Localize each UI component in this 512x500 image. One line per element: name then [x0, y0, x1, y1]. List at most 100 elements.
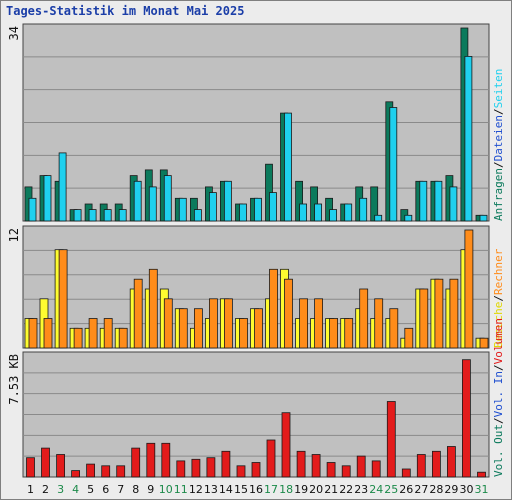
x-tick-label: 26: [399, 483, 413, 496]
rechner-bar-day-7: [118, 327, 128, 349]
rechner-bar-day-31: [479, 337, 489, 349]
legend-entry: Besuche: [492, 302, 505, 348]
x-tick-label: 2: [42, 483, 49, 496]
x-tick-label: 4: [72, 483, 79, 496]
x-tick-label: 15: [234, 483, 248, 496]
volumen-bar-day-28: [431, 450, 441, 478]
dateien-bar-day-10: [163, 175, 172, 222]
rechner-bar-day-26: [404, 327, 414, 349]
x-tick-label: 17: [264, 483, 278, 496]
legend-top: Anfragen/Dateien/Seiten: [492, 69, 505, 221]
legend-entry: Anfragen: [492, 168, 505, 221]
x-tick-label: 16: [249, 483, 263, 496]
dateien-bar-day-5: [88, 209, 97, 222]
volumen-bar-day-13: [206, 457, 216, 478]
dateien-bar-day-14: [223, 180, 232, 222]
dateien-bar-day-16: [254, 197, 262, 222]
rechner-bar-day-28: [434, 278, 444, 349]
x-tick-label: 8: [132, 483, 139, 496]
volumen-bar-day-8: [131, 447, 141, 478]
x-tick-label: 14: [219, 483, 233, 496]
dateien-bar-day-26: [404, 214, 413, 222]
x-tick-label: 20: [309, 483, 323, 496]
rechner-bar-day-4: [73, 327, 83, 349]
volumen-bar-day-23: [356, 455, 366, 478]
x-tick-label: 10: [159, 483, 173, 496]
page-title: Tages-Statistik im Monat Mai 2025: [6, 4, 245, 18]
x-tick-label: 24: [369, 483, 383, 496]
rechner-bar-day-10: [163, 298, 173, 349]
dateien-bar-day-20: [314, 203, 323, 222]
legend-entry: Vol. Out: [492, 424, 505, 477]
dateien-bar-day-22: [344, 203, 353, 222]
volumen-bar-day-27: [416, 454, 426, 478]
rechner-bar-day-16: [254, 308, 263, 349]
volumen-bar-day-6: [101, 465, 111, 478]
dateien-bar-day-2: [43, 175, 52, 222]
legend-separator: /: [492, 295, 505, 302]
legend-entry: Vol. In: [492, 371, 505, 417]
x-tick-label: 22: [339, 483, 353, 496]
dateien-bar-day-19: [299, 203, 308, 222]
volumen-bar-day-21: [326, 462, 336, 478]
volumen-bar-day-18: [281, 412, 291, 478]
rechner-bar-day-2: [43, 318, 53, 349]
legend-entry: Seiten: [492, 69, 505, 109]
dateien-bar-day-30: [464, 56, 473, 222]
volumen-bar-day-11: [176, 460, 186, 478]
rechner-bar-day-23: [359, 288, 369, 349]
x-tick-label: 1: [27, 483, 34, 496]
volumen-bar-day-16: [251, 462, 261, 478]
x-tick-label: 6: [102, 483, 109, 496]
volumen-bar-day-1: [26, 457, 35, 478]
x-tick-label: 11: [174, 483, 188, 496]
legend-separator: /: [492, 108, 505, 115]
dateien-bar-day-24: [374, 214, 383, 222]
rechner-bar-day-24: [374, 298, 384, 349]
dateien-bar-day-18: [284, 112, 292, 222]
rechner-bar-day-25: [389, 308, 399, 349]
x-tick-label: 18: [279, 483, 293, 496]
dateien-bar-day-13: [208, 192, 217, 222]
dateien-bar-day-23: [359, 197, 368, 222]
x-tick-label: 31: [475, 483, 489, 496]
dateien-bar-day-8: [133, 180, 142, 222]
legend-separator: /: [492, 417, 505, 424]
rechner-bar-day-8: [133, 278, 143, 349]
rechner-bar-day-15: [239, 318, 248, 349]
volumen-bar-day-12: [191, 458, 201, 478]
rechner-bar-day-29: [449, 278, 459, 349]
dateien-bar-day-25: [389, 107, 398, 222]
volumen-bar-day-5: [86, 463, 95, 478]
volumen-bar-day-31: [477, 471, 486, 478]
dateien-bar-day-1: [28, 197, 37, 222]
legend-entry: Volumen: [492, 318, 505, 364]
rechner-bar-day-30: [464, 229, 474, 349]
x-tick-label: 13: [204, 483, 218, 496]
x-tick-label: 5: [87, 483, 94, 496]
rechner-bar-day-14: [223, 298, 233, 349]
dateien-bar-day-7: [118, 209, 127, 222]
rechner-bar-day-3: [58, 249, 68, 349]
volumen-bar-day-2: [41, 447, 50, 478]
legend-entry: Rechner: [492, 248, 505, 295]
dateien-bar-day-9: [148, 186, 157, 222]
x-tick-label: 7: [117, 483, 124, 496]
volumen-bar-day-9: [146, 442, 156, 478]
volumen-bar-day-14: [221, 450, 231, 478]
volumen-bar-day-17: [266, 439, 276, 478]
volumen-bar-day-4: [71, 470, 80, 478]
dateien-bar-day-4: [73, 209, 82, 222]
volumen-bar-day-30: [461, 359, 471, 478]
volumen-bar-day-26: [401, 468, 411, 478]
rechner-bar-day-6: [103, 318, 113, 349]
volumen-bar-day-10: [161, 442, 171, 478]
rechner-bar-day-20: [314, 298, 324, 349]
dateien-bar-day-31: [479, 214, 488, 222]
volumen-bar-day-25: [386, 401, 396, 478]
dateien-bar-day-29: [449, 186, 458, 222]
legend-bot: Vol. Out/Vol. In/Volumen: [492, 318, 505, 477]
dateien-bar-day-3: [58, 152, 67, 222]
volumen-bar-day-29: [446, 446, 456, 478]
